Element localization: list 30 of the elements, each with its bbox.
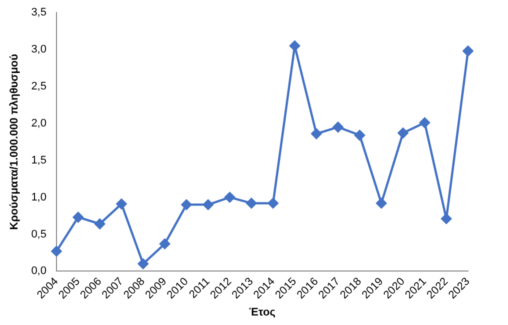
y-tick-label: 3,0: [31, 44, 46, 56]
point: [180, 199, 192, 210]
y-tick-label: 2,5: [31, 80, 46, 93]
point: [50, 246, 62, 257]
y-tick-label: 2,0: [31, 117, 46, 130]
point: [376, 198, 387, 209]
point: [202, 199, 214, 210]
point: [246, 198, 257, 209]
y-tick-label: 0,5: [31, 228, 46, 240]
point: [289, 40, 300, 52]
y-tick-label: 1,0: [31, 191, 46, 204]
point: [354, 130, 366, 141]
point: [440, 213, 452, 224]
point: [224, 192, 236, 203]
point: [72, 212, 84, 223]
x-axis-title: Έτος: [249, 306, 276, 318]
point: [94, 218, 106, 230]
y-tick-label: 1,5: [31, 154, 46, 166]
point: [138, 258, 149, 270]
point: [398, 128, 409, 139]
point: [462, 46, 474, 57]
point: [419, 117, 430, 128]
point: [332, 122, 344, 133]
point: [310, 128, 322, 140]
y-tick-label: 3,5: [31, 6, 46, 19]
point: [116, 198, 127, 210]
point: [159, 238, 170, 250]
point: [268, 198, 279, 209]
y-tick-label: 0,0: [31, 265, 46, 278]
y-axis-title: Κρούσματα/1.000.000 πληθυσμού: [8, 54, 21, 230]
